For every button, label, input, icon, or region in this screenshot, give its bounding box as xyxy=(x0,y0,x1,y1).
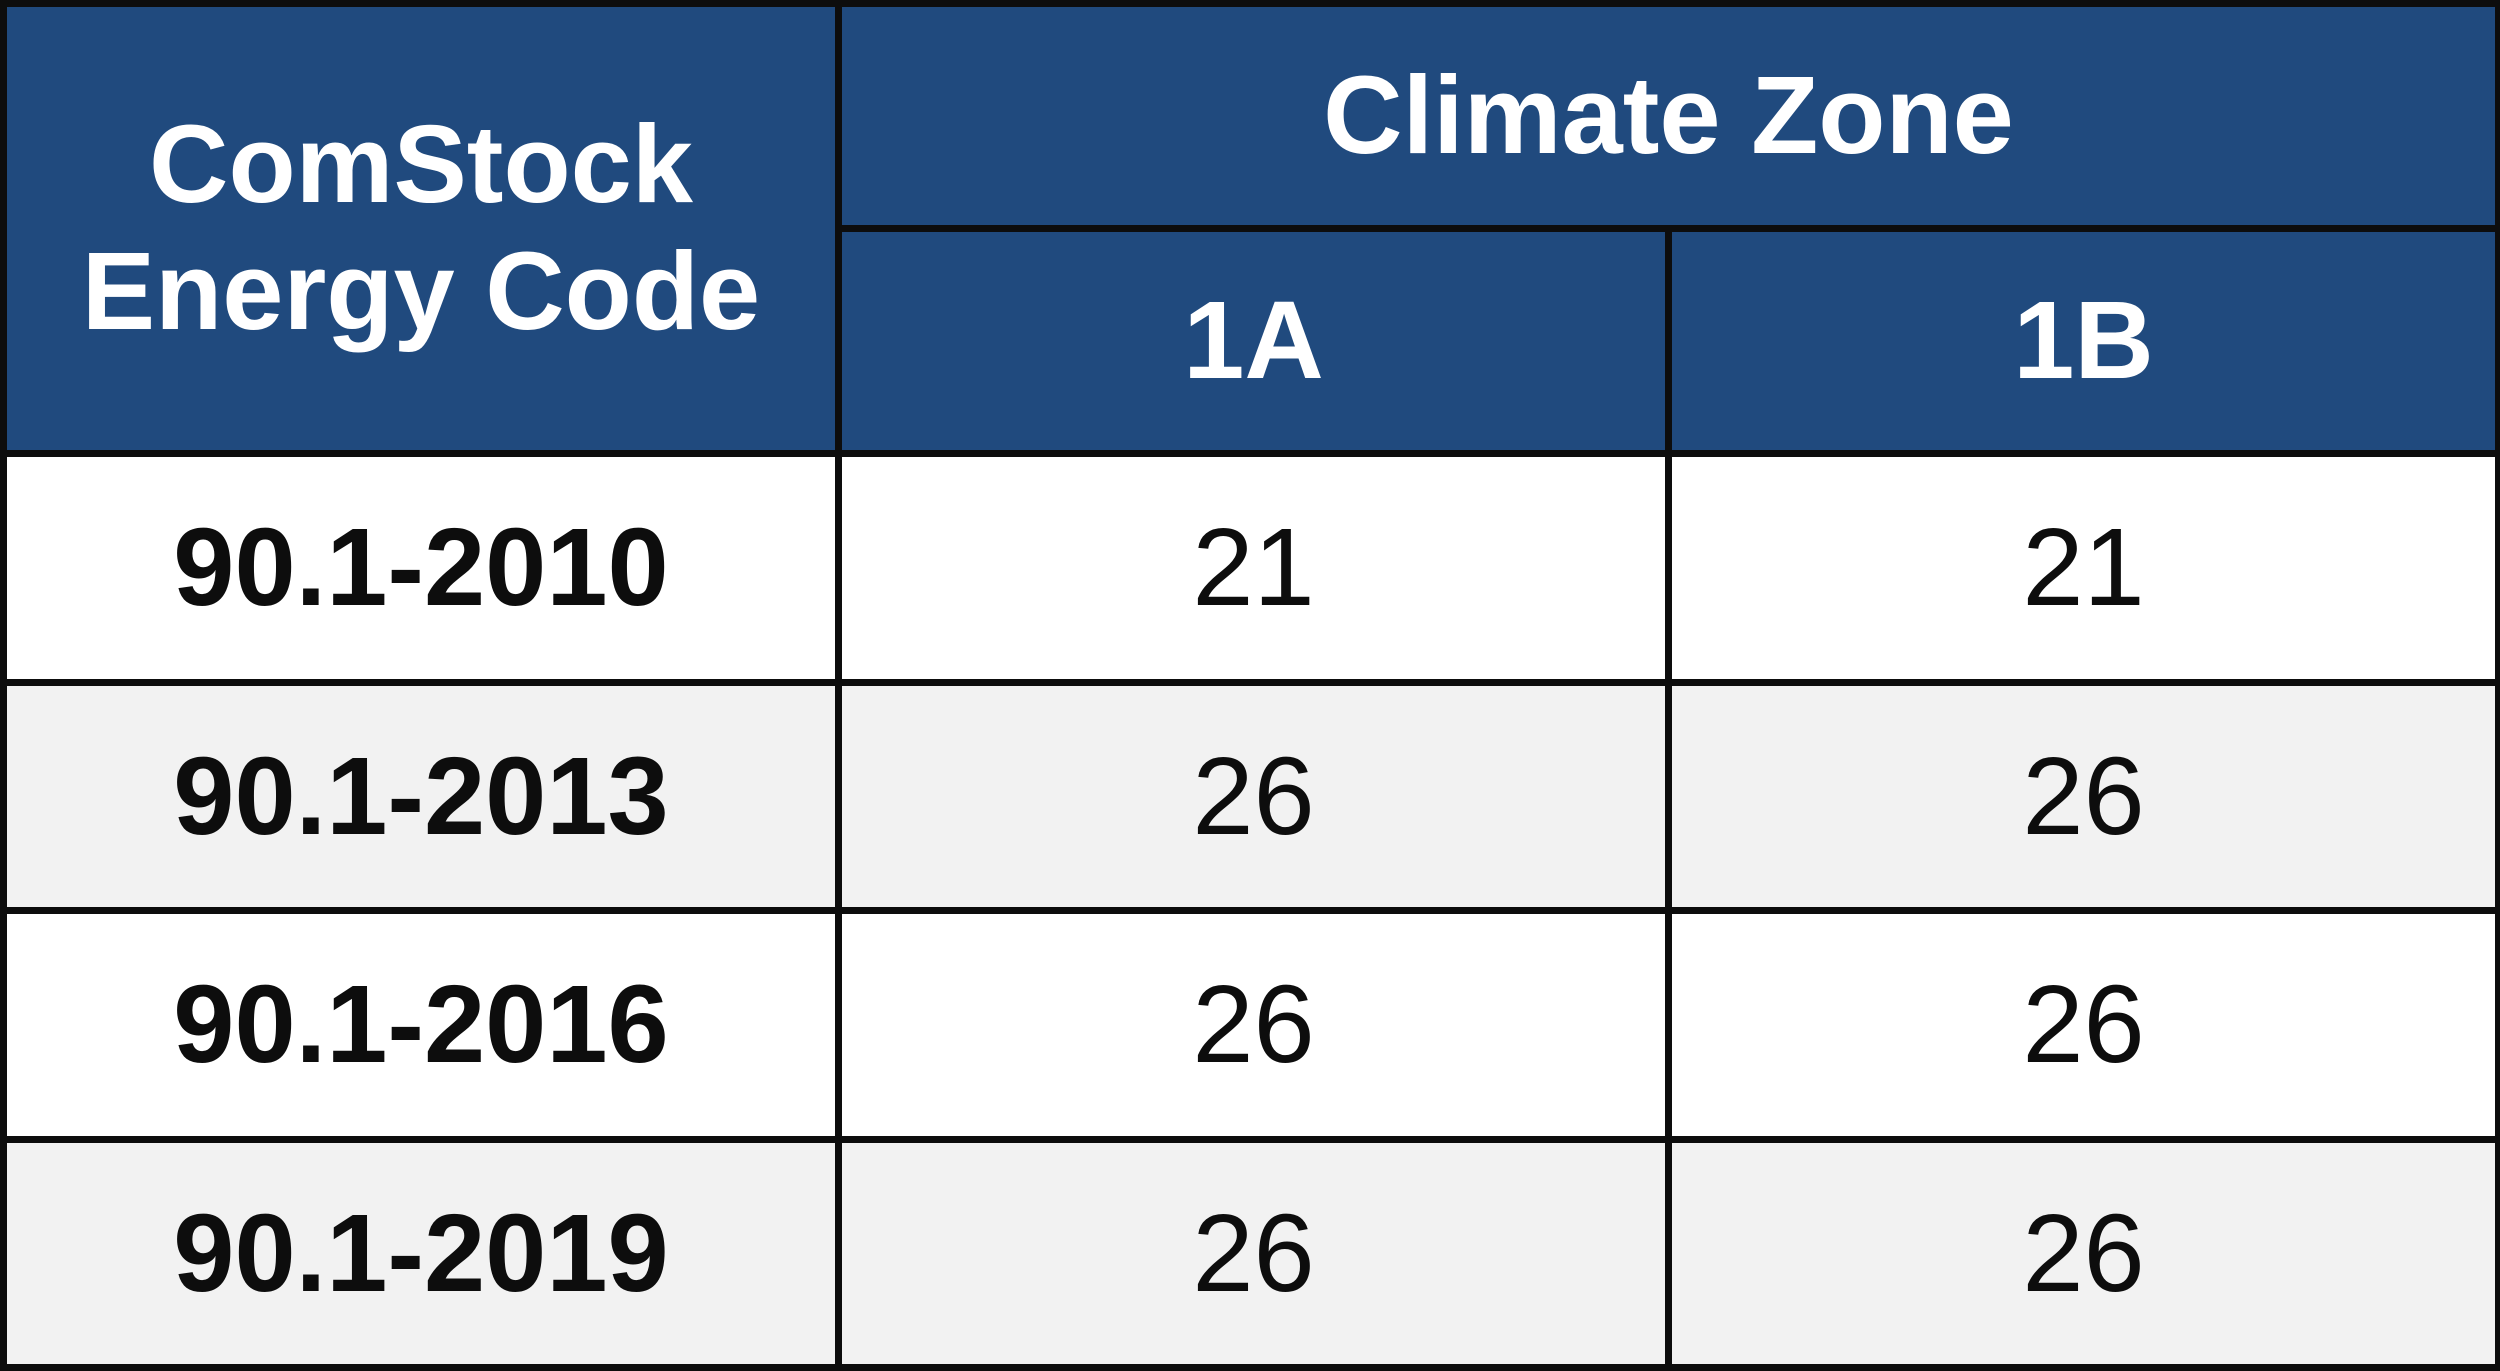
header-energy-code: ComStock Energy Code xyxy=(0,0,842,457)
zone-1a-value: 26 xyxy=(835,678,1672,914)
zone-1b-value: 26 xyxy=(1664,1135,2500,1371)
table-row: 90.1-2010 21 21 xyxy=(0,450,2500,686)
header-zone-1a: 1A xyxy=(835,225,1672,457)
energy-code-cell: 90.1-2016 xyxy=(0,907,842,1143)
header-climate-zone: Climate Zone xyxy=(834,0,2500,232)
zone-1b-value: 26 xyxy=(1664,907,2500,1143)
header-energy-code-line1: ComStock xyxy=(149,103,693,226)
table-row: 90.1-2016 26 26 xyxy=(0,907,2500,1143)
table-row: 90.1-2019 26 26 xyxy=(0,1135,2500,1371)
header-zone-1b: 1B xyxy=(1664,225,2500,457)
energy-code-cell: 90.1-2013 xyxy=(0,678,842,914)
zone-1a-value: 26 xyxy=(835,1135,1672,1371)
header-row-sub: 1A 1B xyxy=(4,225,2500,457)
zone-1b-value: 26 xyxy=(1664,678,2500,914)
zone-1b-value: 21 xyxy=(1664,450,2500,686)
table-row: 90.1-2013 26 26 xyxy=(0,678,2500,914)
header-row-top: ComStock Energy Code Climate Zone xyxy=(0,0,2500,457)
zone-1a-value: 21 xyxy=(835,450,1672,686)
header-energy-code-line2: Energy Code xyxy=(81,229,761,353)
zone-1a-value: 26 xyxy=(835,907,1672,1143)
energy-code-cell: 90.1-2010 xyxy=(0,450,842,686)
energy-code-cell: 90.1-2019 xyxy=(0,1135,842,1371)
